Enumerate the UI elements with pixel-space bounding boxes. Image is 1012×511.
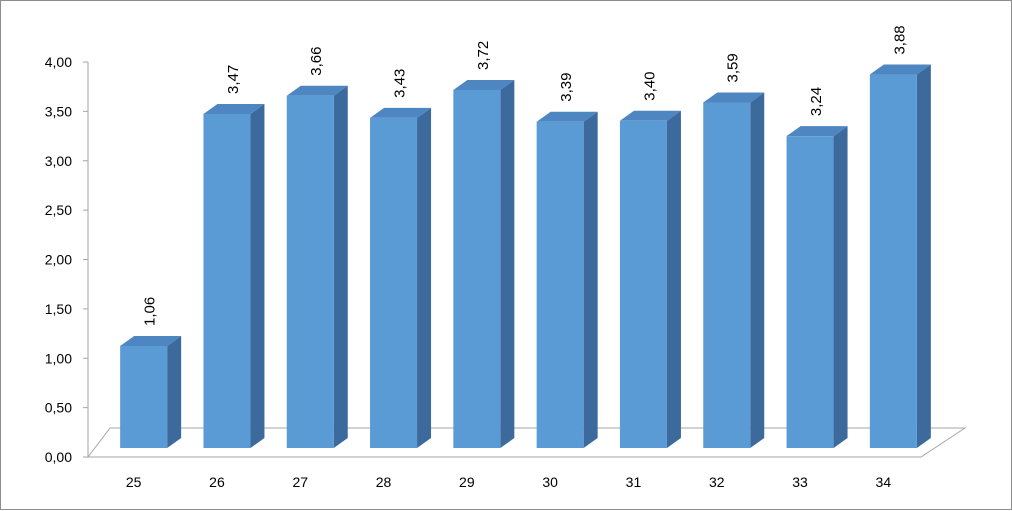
x-tick-label: 26 (209, 474, 225, 490)
bar-side (250, 104, 265, 448)
bar-top (703, 92, 765, 103)
data-label: 3,47 (225, 65, 242, 94)
axes (83, 61, 967, 458)
bar-top (786, 126, 848, 137)
x-tick-label: 25 (126, 474, 142, 490)
bar-front (203, 114, 251, 448)
y-tick-label: 3,00 (45, 153, 72, 169)
bar-front (619, 120, 667, 448)
x-tick-label: 32 (709, 474, 725, 490)
bar-front (786, 136, 834, 448)
bar-side (833, 126, 848, 449)
bar-front (370, 117, 418, 449)
bar-side (750, 92, 765, 449)
bar-top (203, 104, 265, 115)
bar-top (286, 85, 348, 96)
bar-front (536, 121, 584, 449)
data-label: 3,43 (392, 69, 409, 98)
x-tick-label: 34 (876, 474, 892, 490)
y-tick-label: 1,00 (45, 350, 72, 366)
bar (703, 92, 765, 449)
x-tick-label: 31 (626, 474, 642, 490)
bar-top (619, 110, 681, 121)
y-tick-label: 0,00 (45, 449, 72, 465)
bar-front (286, 95, 334, 448)
bar-side (417, 107, 432, 449)
y-tick-label: 2,50 (45, 202, 72, 218)
bar-side (583, 111, 598, 449)
x-tick-label: 33 (792, 474, 808, 490)
data-label: 1,06 (142, 297, 159, 326)
x-axis-ticks: 25 26 27 28 29 30 31 32 33 34 (126, 474, 891, 490)
data-labels: 1,06 3,47 3,66 3,43 3,72 3,39 3,40 3,59 3,24 3,88 (142, 25, 909, 326)
bar-front (703, 102, 751, 449)
bar-top (536, 111, 598, 122)
bar (453, 79, 515, 448)
bar (120, 335, 182, 448)
bar-top (869, 64, 931, 75)
y-tick-label: 2,00 (45, 252, 72, 268)
x-tick-label: 30 (542, 474, 558, 490)
bar-front (453, 89, 501, 448)
bar (869, 64, 931, 449)
x-tick-label: 28 (376, 474, 392, 490)
data-label: 3,39 (558, 73, 575, 102)
bar-front (120, 345, 168, 448)
data-label: 3,72 (475, 41, 492, 70)
bar-side (916, 64, 931, 449)
data-label: 3,40 (641, 72, 658, 101)
y-tick-label: 0,50 (45, 400, 72, 416)
x-tick-label: 29 (459, 474, 475, 490)
bar (619, 110, 681, 448)
bar-side (167, 335, 182, 448)
y-tick-label: 1,50 (45, 301, 72, 317)
bar (786, 126, 848, 449)
bars (120, 64, 931, 449)
bar (286, 85, 348, 448)
y-axis-ticks: 0,00 0,50 1,00 1,50 2,00 2,50 3,00 3,50 4,00 (45, 54, 72, 465)
bar (203, 104, 265, 448)
data-label: 3,66 (308, 47, 325, 76)
data-label: 3,88 (891, 25, 908, 54)
y-tick-label: 4,00 (45, 54, 72, 70)
x-tick-label: 27 (292, 474, 308, 490)
bar-side (333, 85, 348, 448)
bar (536, 111, 598, 449)
bar-side (500, 79, 515, 448)
bar-side (666, 110, 681, 448)
data-label: 3,24 (808, 87, 825, 116)
bar-top (370, 107, 432, 118)
bar-front (869, 74, 917, 449)
bar (370, 107, 432, 449)
data-label: 3,59 (725, 53, 742, 82)
y-tick-label: 3,50 (45, 103, 72, 119)
bar-top (453, 79, 515, 90)
bar-top (120, 335, 182, 346)
floor-outline (86, 427, 967, 458)
